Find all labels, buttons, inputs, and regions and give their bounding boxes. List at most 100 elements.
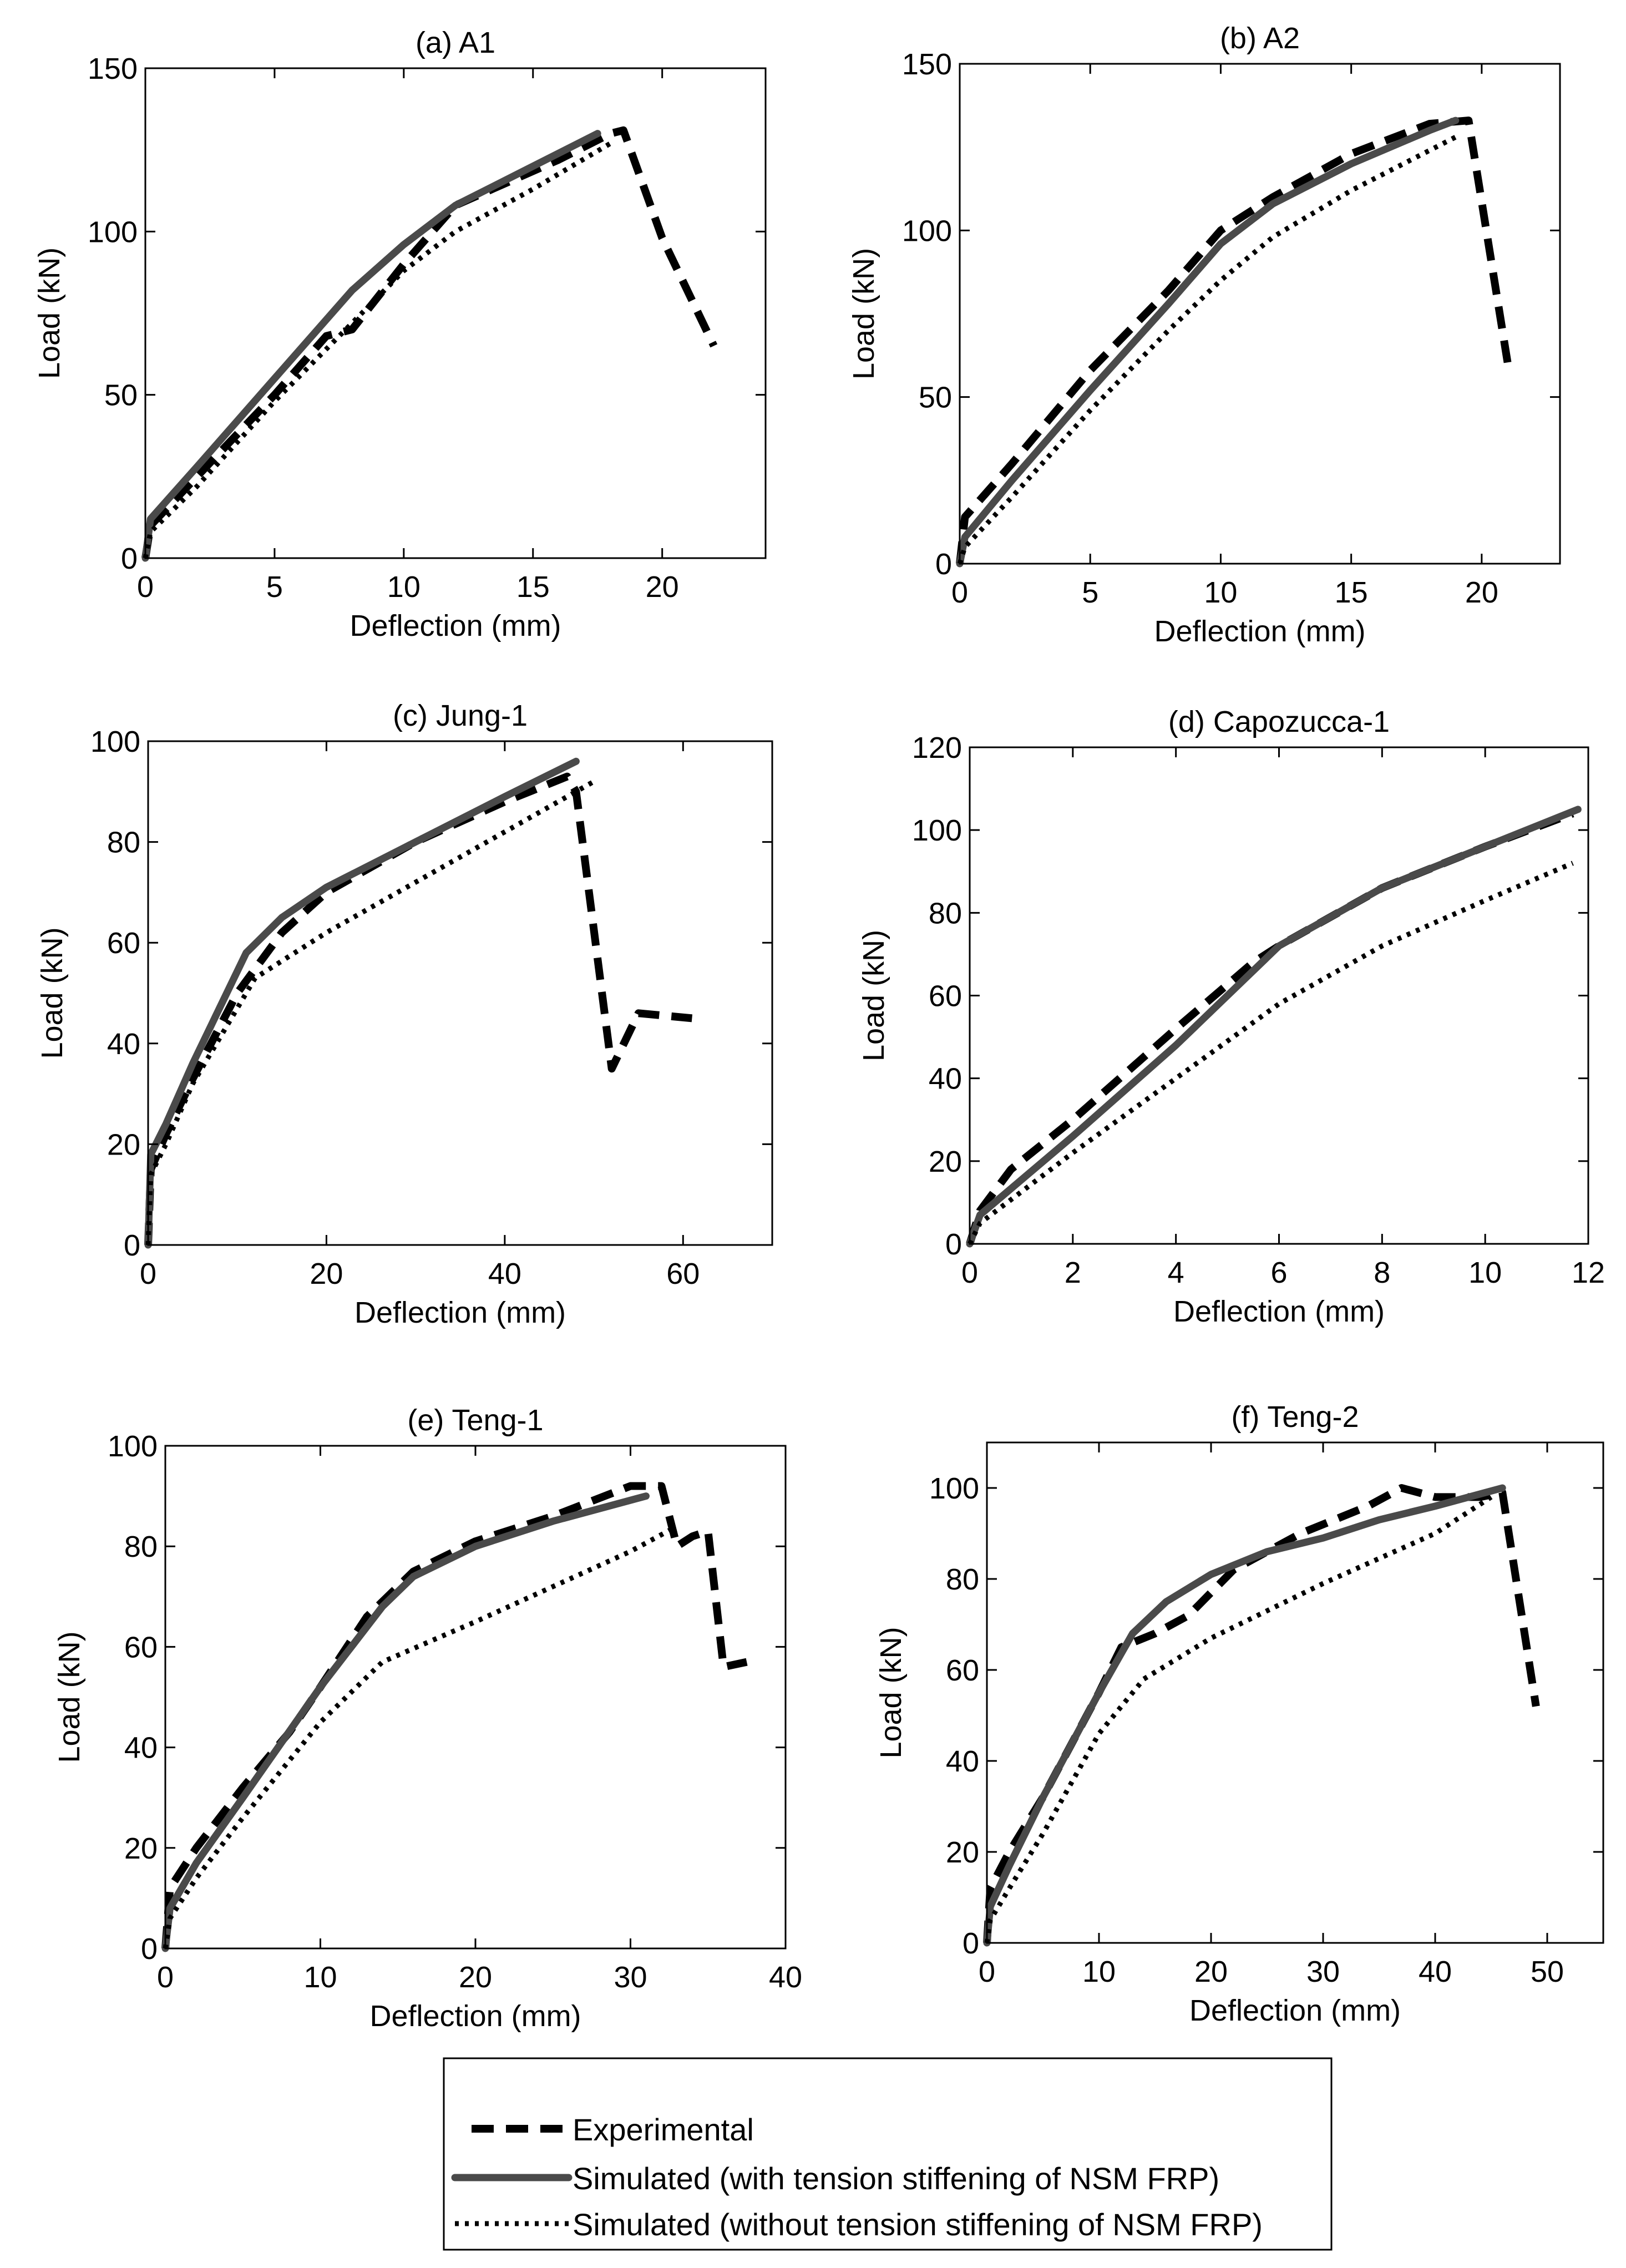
x-tick-label: 30 [1306, 1955, 1340, 1988]
y-tick-label: 100 [912, 814, 962, 847]
axes-frame [969, 746, 1589, 1245]
series-line-without_ts [984, 1495, 1493, 1943]
y-tick-label: 100 [90, 725, 140, 758]
y-tick-label: 100 [929, 1472, 979, 1505]
legend: Experimental Simulated (with tension sti… [443, 2057, 1333, 2251]
y-tick-label: 20 [929, 1145, 962, 1178]
chart-title: (f) Teng-2 [1231, 1400, 1359, 1434]
y-axis-label: Load (kN) [847, 248, 880, 379]
series-line-without_ts [145, 779, 595, 1246]
y-tick-label: 0 [935, 548, 952, 581]
y-tick-label: 20 [946, 1836, 979, 1869]
x-tick-label: 10 [1082, 1955, 1116, 1988]
series-line-experimental [966, 809, 1574, 1246]
chart-panel-a: (a) A1 0 5 10 15 20 0 50 100 150 Deflection (mm) Lo… [33, 26, 767, 642]
x-tick-label: 60 [666, 1257, 700, 1290]
chart-title: (a) A1 [416, 26, 495, 59]
x-axis-label: Deflection (mm) [354, 1296, 566, 1329]
y-tick-label: 20 [124, 1832, 158, 1865]
y-tick-label: 60 [929, 980, 962, 1013]
y-tick-label: 80 [946, 1563, 979, 1596]
chart-panel-e: (e) Teng-1 0 10 20 30 40 0 20 40 60 80 100 Deflectio… [53, 1404, 802, 2033]
series-line-experimental [161, 1482, 748, 1949]
y-tick-label: 0 [141, 1932, 158, 1966]
y-axis-label: Load (kN) [36, 927, 69, 1059]
x-tick-label: 5 [266, 570, 283, 604]
y-tick-label: 150 [902, 48, 952, 81]
x-tick-label: 10 [1468, 1256, 1502, 1289]
x-tick-label: 20 [459, 1961, 492, 1994]
x-tick-label: 0 [140, 1257, 156, 1290]
series-line-with_ts [966, 806, 1582, 1248]
x-axis-label: Deflection (mm) [1173, 1295, 1385, 1328]
axes-frame [986, 1441, 1604, 1944]
chart-title: (e) Teng-1 [407, 1404, 543, 1437]
chart-panel-c: (c) Jung-1 0 20 40 60 0 20 40 60 80 100 Deflection … [36, 699, 773, 1329]
y-tick-label: 80 [929, 897, 962, 930]
y-tick-label: 60 [107, 927, 140, 960]
y-tick-label: 80 [124, 1530, 158, 1563]
chart-title: (c) Jung-1 [393, 699, 528, 732]
y-tick-label: 120 [912, 731, 962, 765]
x-axis-label: Deflection (mm) [349, 609, 561, 642]
y-tick-label: 100 [108, 1430, 158, 1463]
x-tick-label: 40 [1419, 1955, 1452, 1988]
y-tick-label: 40 [107, 1027, 140, 1061]
chart-title: (d) Capozucca-1 [1168, 705, 1390, 738]
x-tick-label: 0 [961, 1256, 978, 1289]
y-tick-label: 40 [946, 1745, 979, 1778]
series-line-experimental [144, 772, 693, 1246]
chart-panel-b: (b) A2 0 5 10 15 20 0 50 100 150 Deflection (mm) Lo… [847, 22, 1561, 648]
series-line-without_ts [967, 860, 1574, 1246]
y-axis-label: Load (kN) [874, 1627, 908, 1758]
x-tick-label: 12 [1572, 1256, 1605, 1289]
chart-panel-f: (f) Teng-2 0 10 20 30 40 50 0 20 40 60 80 100 Deflect… [874, 1400, 1604, 2027]
series-line-with_ts [983, 1484, 1506, 1947]
axes-frame [147, 740, 773, 1246]
x-tick-label: 20 [310, 1257, 343, 1290]
legend-frame [443, 2057, 1333, 2251]
x-tick-label: 50 [1531, 1955, 1564, 1988]
x-tick-label: 4 [1168, 1256, 1184, 1289]
series-line-with_ts [956, 117, 1460, 568]
y-tick-label: 100 [902, 214, 952, 247]
series-line-experimental [956, 117, 1512, 564]
x-tick-label: 20 [1194, 1955, 1228, 1988]
y-tick-label: 50 [919, 381, 952, 414]
x-tick-label: 15 [1335, 576, 1368, 609]
x-axis-label: Deflection (mm) [369, 1999, 581, 2033]
x-tick-label: 10 [387, 570, 421, 604]
x-tick-label: 6 [1270, 1256, 1287, 1289]
x-tick-label: 5 [1082, 576, 1098, 609]
x-tick-label: 0 [951, 576, 968, 609]
x-axis-label: Deflection (mm) [1154, 615, 1365, 648]
axes-frame [144, 67, 767, 559]
x-tick-label: 15 [516, 570, 550, 604]
axes-frame [164, 1445, 787, 1950]
x-tick-label: 0 [979, 1955, 995, 1988]
y-tick-label: 0 [963, 1927, 979, 1960]
y-tick-label: 50 [104, 379, 138, 412]
chart-title: (b) A2 [1220, 22, 1300, 55]
y-tick-label: 150 [88, 52, 138, 85]
y-axis-label: Load (kN) [857, 930, 890, 1061]
y-tick-label: 60 [124, 1631, 158, 1664]
legend-label-experimental: Experimental [573, 2112, 754, 2147]
x-tick-label: 40 [769, 1961, 802, 1994]
y-tick-label: 40 [929, 1062, 962, 1096]
x-tick-label: 30 [614, 1961, 647, 1994]
x-tick-label: 10 [303, 1961, 337, 1994]
x-tick-label: 0 [157, 1961, 174, 1994]
y-tick-label: 80 [107, 826, 140, 859]
x-tick-label: 10 [1204, 576, 1237, 609]
series-line-without_ts [163, 1524, 678, 1949]
series-line-with_ts [141, 130, 601, 562]
series-line-without_ts [143, 141, 612, 559]
y-axis-label: Load (kN) [33, 247, 66, 379]
x-axis-label: Deflection (mm) [1189, 1994, 1401, 2027]
chart-panel-d: (d) Capozucca-10 2 4 6 8 10 12020406080100120D… [857, 705, 1605, 1328]
series-line-experimental [141, 126, 718, 559]
y-axis-label: Load (kN) [53, 1631, 86, 1763]
